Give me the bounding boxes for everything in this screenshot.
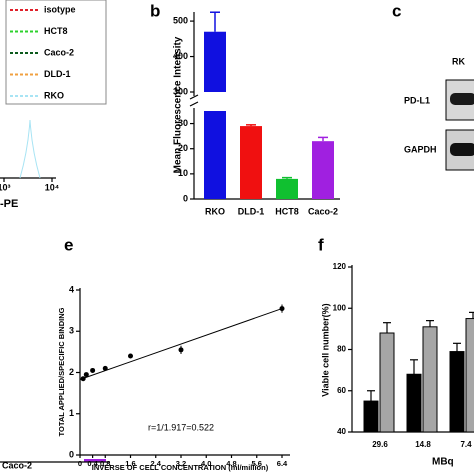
panel-letter: c — [392, 1, 401, 20]
x-tick-label: 0.4 — [87, 459, 98, 468]
x-tick-label: 5.6 — [252, 459, 262, 468]
y-tick-label: 0 — [69, 449, 74, 459]
bar — [312, 141, 334, 199]
y-tick-label: 60 — [337, 386, 346, 395]
x-tick-label: 6.4 — [277, 459, 288, 468]
y-tick-label: 40 — [337, 427, 346, 436]
bar — [204, 111, 226, 199]
blot-row: PD-L1 — [404, 95, 430, 105]
x-tick-label: 10³ — [0, 182, 11, 192]
bar — [363, 400, 379, 433]
x-axis-label: MBq — [432, 457, 454, 468]
panel-letter: b — [150, 1, 160, 20]
legend-label: Caco-2 — [44, 47, 74, 57]
bar — [276, 178, 298, 199]
bar — [449, 351, 465, 433]
blot-lane: RK — [452, 56, 465, 66]
legend-frame — [5, 0, 107, 105]
y-tick-label: 100 — [333, 303, 347, 312]
fragment-bar — [84, 459, 106, 462]
x-tick-label: 14.8 — [415, 440, 431, 449]
point — [279, 306, 285, 312]
bar — [406, 373, 422, 433]
y-axis-label: TOTAL APPLIED/SPECIFIC BINDING — [57, 307, 66, 436]
x-tick-label: 0 — [78, 459, 82, 468]
y-tick-label: 80 — [337, 345, 346, 354]
fit-line — [79, 308, 283, 380]
panel-letter: f — [318, 235, 324, 254]
x-axis-label: INVERSE OF CELL CONCENTRATION (ml/millio… — [92, 463, 269, 472]
x-tick-label: Caco-2 — [308, 206, 338, 216]
x-tick-label: 4.0 — [201, 459, 211, 468]
legend-label: DLD-1 — [44, 69, 71, 79]
bar — [204, 31, 226, 92]
point — [102, 365, 108, 371]
bar — [465, 318, 474, 433]
bar — [379, 332, 395, 433]
blot-band — [450, 143, 474, 156]
x-axis-label: -PE — [0, 198, 18, 210]
bar — [240, 126, 262, 199]
blot-band — [450, 93, 474, 105]
legend-label: HCT8 — [44, 26, 68, 36]
x-tick-label: 3.2 — [176, 459, 186, 468]
y-tick-label: 500 — [173, 15, 188, 25]
y-axis-label: Viable cell number(%) — [320, 303, 330, 396]
y-tick-label: 2 — [69, 367, 74, 377]
bar — [422, 326, 438, 433]
panel-letter: e — [64, 235, 73, 254]
y-tick-label: 300 — [173, 86, 188, 96]
break — [189, 94, 199, 100]
break — [189, 101, 199, 107]
curve-decor — [19, 119, 41, 179]
x-tick-label: RKO — [205, 206, 225, 216]
y-tick-label: 400 — [173, 51, 188, 61]
annotation: r=1/1.917=0.522 — [148, 422, 214, 432]
y-tick-label: 0 — [183, 193, 188, 203]
point — [128, 353, 133, 359]
point — [83, 372, 89, 378]
x-tick-label: 10⁴ — [45, 182, 59, 192]
x-tick-label: 0.8 — [100, 459, 110, 468]
x-tick-label: 7.4 — [460, 440, 472, 449]
legend-label: isotype — [44, 4, 76, 14]
point — [178, 347, 184, 353]
x-tick-label: 4.8 — [226, 459, 236, 468]
y-tick-label: 3 — [69, 326, 74, 336]
legend-label: RKO — [44, 90, 64, 100]
x-tick-label: 29.6 — [372, 440, 388, 449]
y-tick-label: 4 — [69, 284, 74, 294]
x-tick-label: 1.6 — [125, 459, 135, 468]
point — [90, 367, 96, 373]
x-tick-label: DLD-1 — [238, 206, 265, 216]
category-label: Caco-2 — [2, 460, 32, 470]
y-tick-label: 1 — [69, 408, 74, 418]
point — [80, 376, 86, 382]
y-axis-label: Mean Fluorescence Intensity — [173, 36, 184, 173]
blot-row: GAPDH — [404, 144, 437, 154]
x-tick-label: HCT8 — [275, 206, 299, 216]
y-tick-label: 20 — [178, 143, 188, 153]
x-tick-label: 2.4 — [151, 459, 162, 468]
y-tick-label: 120 — [333, 262, 347, 271]
y-tick-label: 10 — [178, 168, 188, 178]
y-tick-label: 30 — [178, 118, 188, 128]
